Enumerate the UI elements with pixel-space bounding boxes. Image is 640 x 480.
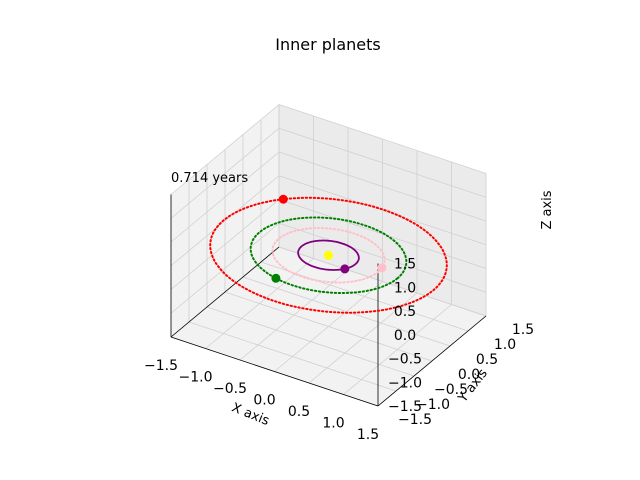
gridline bbox=[170, 127, 280, 219]
orbit-paths bbox=[209, 196, 448, 314]
floor-left-edge bbox=[170, 246, 280, 338]
z-axis-label: Z axis bbox=[540, 190, 555, 229]
z-tick-label: 0.0 bbox=[394, 328, 416, 344]
elapsed-time-label: 0.714 years bbox=[171, 171, 248, 186]
gridline bbox=[278, 246, 487, 317]
y-tick-label: 1.5 bbox=[512, 322, 534, 338]
tick-labels: −1.5−1.0−0.50.00.51.01.5−1.5−1.0−0.50.00… bbox=[144, 257, 534, 444]
gridline bbox=[170, 104, 280, 195]
orbit-path bbox=[209, 196, 448, 314]
y-axis-line bbox=[377, 315, 487, 407]
x-tick-label: 1.0 bbox=[322, 416, 344, 432]
gridline bbox=[260, 261, 469, 332]
planet-markers bbox=[271, 194, 387, 283]
y-tick-label: 0.5 bbox=[476, 352, 498, 368]
orbit-path bbox=[297, 239, 360, 271]
y-tick-label: 0.0 bbox=[458, 367, 480, 383]
gridline bbox=[278, 104, 487, 174]
x-tick-label: 0.0 bbox=[253, 393, 275, 409]
y-tick-label: −1.5 bbox=[398, 412, 432, 428]
orbit-path bbox=[271, 227, 386, 284]
planet-marker bbox=[271, 273, 281, 283]
x-tick-label: −1.5 bbox=[144, 358, 178, 374]
orbit-path bbox=[249, 216, 408, 294]
planet-marker bbox=[340, 264, 350, 274]
z-tick-label: −1.0 bbox=[388, 375, 422, 391]
x-tick-label: 0.5 bbox=[288, 404, 310, 420]
x-tick-label: 1.5 bbox=[357, 427, 379, 443]
y-tick-label: −0.5 bbox=[434, 382, 468, 398]
z-tick-label: −0.5 bbox=[388, 352, 422, 368]
y-tick-label: −1.0 bbox=[416, 397, 450, 413]
planet-marker bbox=[377, 263, 387, 273]
axis-lines bbox=[170, 194, 487, 407]
y-tick-label: 1.0 bbox=[494, 337, 516, 353]
x-axis-line bbox=[170, 336, 379, 407]
gridlines bbox=[170, 104, 487, 407]
x-tick-label: −1.0 bbox=[179, 370, 213, 386]
z-tick-label: −1.5 bbox=[388, 399, 422, 415]
z-tick-label: 1.5 bbox=[394, 257, 416, 273]
z-tick-label: 1.0 bbox=[394, 280, 416, 296]
gridline bbox=[278, 127, 487, 198]
sun-marker bbox=[324, 250, 333, 260]
chart-title: Inner planets bbox=[275, 35, 381, 54]
x-tick-label: −0.5 bbox=[213, 381, 247, 397]
z-tick-label: 0.5 bbox=[394, 304, 416, 320]
planet-marker bbox=[278, 194, 288, 204]
